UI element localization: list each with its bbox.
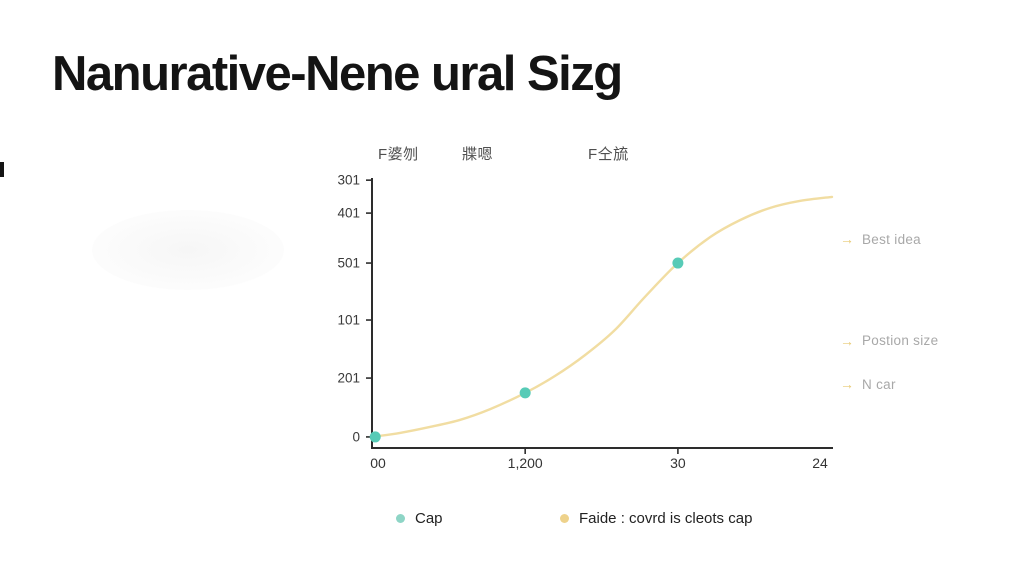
- legend-label: Faide : covrd is cleots cap: [579, 510, 753, 527]
- annotation-label: N car: [862, 376, 896, 392]
- y-tick-label: 0: [352, 429, 360, 444]
- arrow-icon: →: [840, 332, 854, 349]
- y-tick-label: 501: [337, 256, 360, 271]
- chart-annotation: → N car: [840, 376, 896, 392]
- cap-point: [672, 257, 684, 269]
- cap-point: [369, 431, 381, 443]
- y-tick-label: 301: [337, 173, 360, 188]
- annotation-label: Postion size: [862, 333, 939, 349]
- x-tick-label: 24: [812, 455, 828, 471]
- arrow-icon: →: [840, 231, 854, 248]
- chart-header-label: F婆刎: [378, 146, 419, 163]
- x-tick-label: 00: [370, 455, 386, 471]
- cap-point: [519, 387, 531, 399]
- chart-annotation: → Postion size: [840, 333, 938, 349]
- fade-curve: [370, 195, 834, 439]
- chart-header-label: 牃嗯: [462, 146, 494, 163]
- annotation-label: Best idea: [862, 231, 921, 247]
- legend-dot-icon: [560, 514, 569, 523]
- x-tick-label: 30: [670, 455, 686, 471]
- page-title: Nanurative-Nene ural Sizg: [52, 47, 623, 101]
- y-tick-label: 201: [337, 371, 360, 386]
- legend-item-fade: Faide : covrd is cleots cap: [560, 510, 752, 527]
- edge-artifact: [0, 162, 4, 177]
- arrow-icon: →: [840, 376, 854, 393]
- chart-annotation: → Best idea: [840, 231, 921, 247]
- x-tick-label: 1,200: [508, 455, 543, 471]
- legend-label: Cap: [415, 510, 443, 527]
- watermark-cloud: [92, 210, 284, 290]
- legend-item-cap: Cap: [396, 510, 443, 527]
- y-tick-label: 401: [337, 206, 360, 221]
- y-tick-label: 101: [337, 313, 360, 328]
- chart-header-label: F仝旈: [588, 146, 629, 163]
- legend-dot-icon: [396, 514, 405, 523]
